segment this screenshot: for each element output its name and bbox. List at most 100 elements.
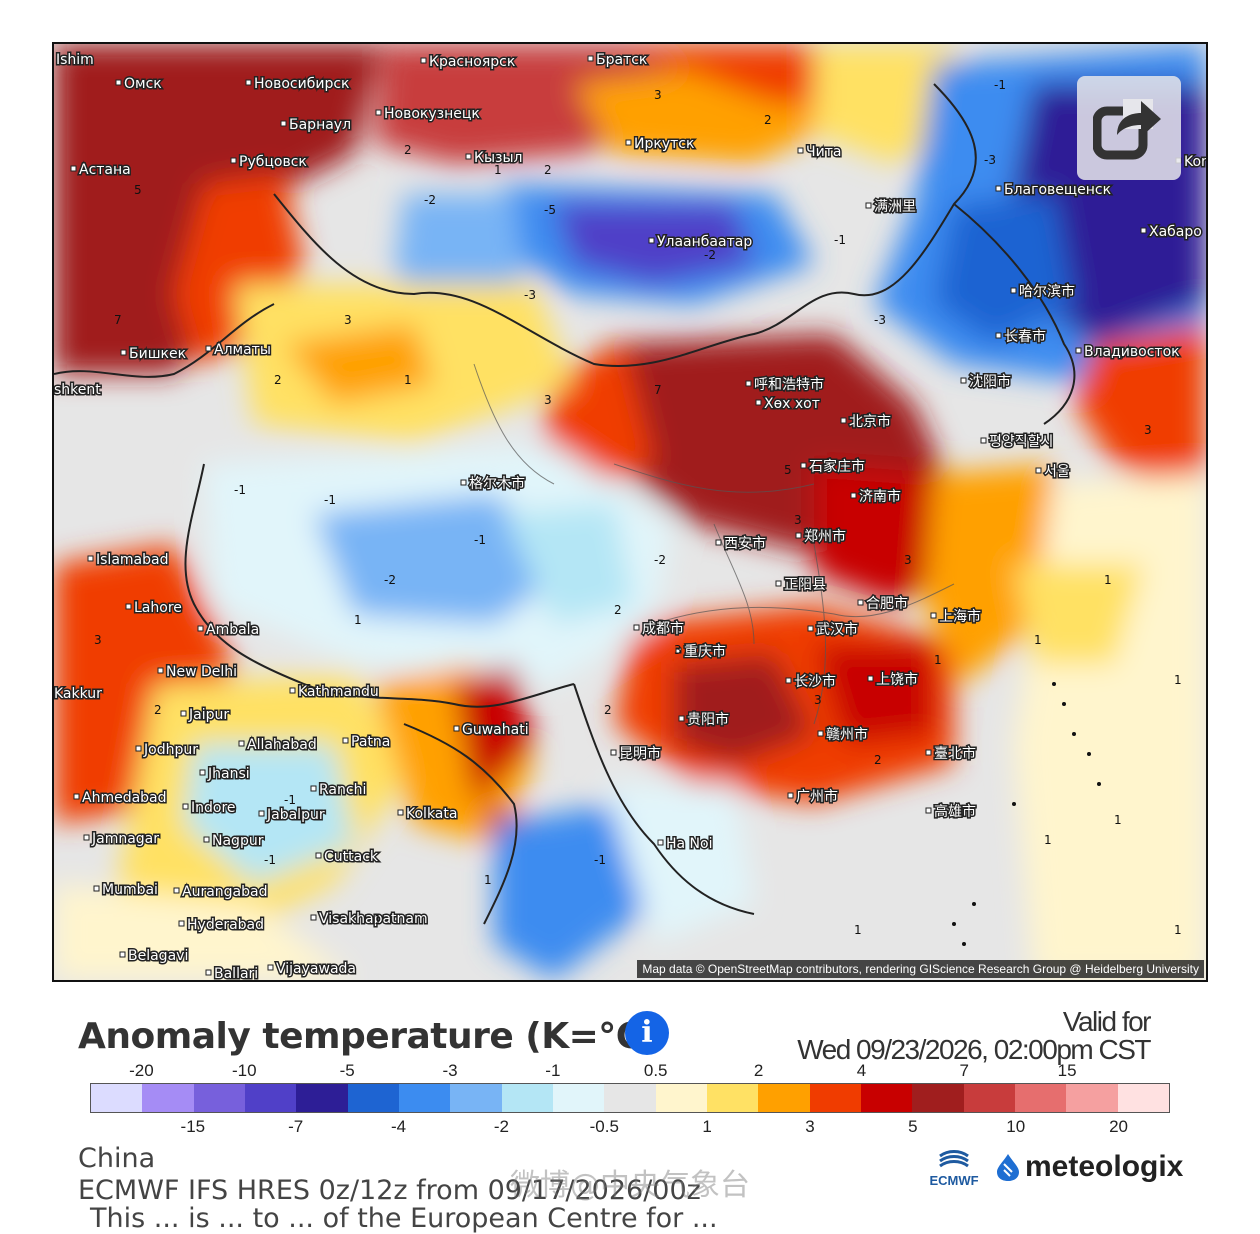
city-marker (795, 532, 802, 539)
city-marker (125, 603, 132, 610)
footer-note: This ... is ... to ... of the European C… (90, 1203, 718, 1234)
city-label: 高雄市 (934, 803, 976, 820)
contour-value: -1 (834, 233, 846, 247)
contour-value: 2 (614, 603, 622, 617)
contour-value: 1 (1104, 573, 1112, 587)
map-attribution: Map data © OpenStreetMap contributors, r… (637, 960, 1204, 978)
contour-value: -1 (594, 853, 606, 867)
city-marker (245, 79, 252, 86)
city-label: Ballari (214, 966, 258, 980)
city-marker (715, 539, 722, 546)
city-marker (460, 479, 467, 486)
contour-value: 1 (404, 373, 412, 387)
city-marker (397, 809, 404, 816)
city-label: Jodhpur (143, 742, 198, 758)
city-label: 长沙市 (794, 673, 836, 690)
city-marker (93, 885, 100, 892)
city-label: Jamnagar (91, 831, 159, 847)
contour-value: 1 (1174, 923, 1182, 937)
map-canvas: Омск Новосибирск Красноярск Братск Барнаул Но… (54, 44, 1206, 980)
contour-value: -3 (874, 313, 886, 327)
valid-time: Wed 09/23/2026, 02:00pm CST (797, 1034, 1151, 1065)
scale-swatch (1117, 1084, 1169, 1112)
city-label: 上饶市 (876, 671, 918, 688)
scale-tick-label: 2 (753, 1061, 764, 1080)
city-marker (197, 625, 204, 632)
city-marker (797, 147, 804, 154)
contour-value: -3 (524, 288, 536, 302)
city-marker (925, 807, 932, 814)
city-label: Омск (124, 76, 162, 92)
city-marker (230, 157, 237, 164)
city-label: 昆明市 (619, 745, 661, 762)
contour-value: 1 (494, 163, 502, 177)
contour-value: 3 (904, 553, 912, 567)
contour-value: 3 (654, 88, 662, 102)
city-marker (289, 687, 296, 694)
city-label: 평양직할시 (989, 434, 1053, 450)
city-marker (850, 492, 857, 499)
city-label: Guwahati (462, 722, 529, 738)
meteologix-logo[interactable]: meteologix (995, 1150, 1183, 1184)
city-marker (157, 667, 164, 674)
city-label: Ahmedabad (82, 790, 167, 806)
city-marker (678, 715, 685, 722)
city-label: 臺北市 (934, 745, 976, 762)
city-label: shkent (54, 382, 101, 398)
city-marker (807, 625, 814, 632)
meteologix-drop-icon (997, 1154, 1019, 1181)
contour-value: -1 (264, 853, 276, 867)
city-marker (420, 57, 427, 64)
contour-value: 1 (934, 653, 942, 667)
ecmwf-logo[interactable]: ECMWF (928, 1150, 980, 1188)
contour-value: -1 (284, 793, 296, 807)
scale-tick-label: 1 (702, 1117, 712, 1136)
contour-value: 1 (1034, 633, 1042, 647)
contour-value: 7 (114, 313, 122, 327)
contour-value: 3 (814, 693, 822, 707)
city-label: 正阳县 (784, 577, 826, 593)
model-run-label: ECMWF IFS HRES 0z/12z from 09/17/2026/00… (78, 1175, 701, 1206)
contour-value: 1 (1044, 833, 1052, 847)
contour-value: -1 (474, 533, 486, 547)
scale-tick-label: -1 (545, 1061, 561, 1080)
info-icon[interactable]: i (625, 1011, 669, 1055)
contour-value: 1 (1114, 813, 1122, 827)
city-label: Islamabad (96, 552, 168, 568)
contour-value: 3 (1144, 423, 1152, 437)
city-label: Владивосток (1084, 344, 1180, 360)
scale-tick-label: 20 (1109, 1117, 1129, 1136)
city-marker (310, 914, 317, 921)
city-marker (980, 437, 987, 444)
contour-value: 7 (654, 383, 662, 397)
contour-value: -5 (544, 203, 556, 217)
city-label: 长春市 (1004, 328, 1046, 345)
scale-swatch (193, 1084, 245, 1112)
city-label: 郑州市 (804, 528, 846, 545)
city-label: Ha Noi (666, 836, 712, 852)
ecmwf-icon (939, 1150, 969, 1168)
scale-tick-label: -10 (231, 1061, 257, 1080)
city-label: Бишкек (129, 346, 186, 362)
city-label: 北京市 (849, 413, 891, 430)
city-label: Komsomolsk (1184, 154, 1206, 170)
city-marker (119, 951, 126, 958)
city-marker (785, 677, 792, 684)
city-label: Рубцовск (239, 154, 307, 170)
city-label: Братск (596, 52, 647, 68)
contour-value: 3 (344, 313, 352, 327)
city-label: Барнаул (289, 117, 351, 133)
city-label: 서울 (1044, 464, 1070, 480)
city-marker (610, 749, 617, 756)
city-label: Jaipur (188, 707, 229, 723)
contour-value: 1 (374, 913, 382, 927)
city-label: Кызыл (474, 150, 522, 166)
contour-value: -2 (704, 248, 716, 262)
temperature-anomaly-map[interactable]: Омск Новосибирск Красноярск Братск Барнаул Но… (52, 42, 1208, 982)
city-label: 石家庄市 (809, 458, 865, 475)
city-label: 贵阳市 (687, 711, 729, 728)
city-marker (182, 803, 189, 810)
city-marker (755, 399, 762, 406)
share-button[interactable] (1077, 76, 1181, 180)
city-label: Красноярск (429, 54, 515, 70)
